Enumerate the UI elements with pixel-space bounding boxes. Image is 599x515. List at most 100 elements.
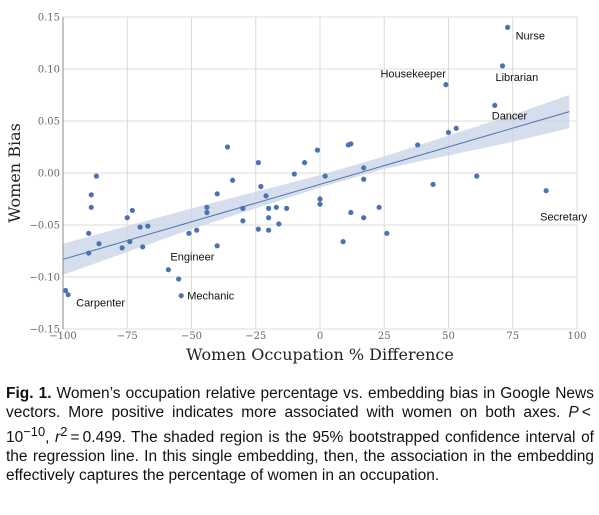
data-point-24: [194, 227, 200, 233]
data-point-53: [361, 165, 367, 171]
tick-labels: −100 −75 −50 −25 0 25 50 75 100 −0.15 −0.10 −0.05 0.…: [29, 13, 586, 343]
data-point-29: [224, 144, 231, 150]
data-point-56: [376, 204, 382, 210]
x-tick-label-4: 0: [317, 331, 323, 342]
stat-p: P: [568, 404, 579, 421]
y-tick-label-0: −0.15: [29, 325, 60, 336]
data-point-7: [165, 267, 171, 273]
y-tick-label-1: −0.10: [29, 273, 60, 284]
data-point-51: [348, 141, 354, 147]
data-point-3: [443, 82, 449, 88]
data-point-28: [214, 191, 220, 197]
stat-r: r: [55, 429, 61, 447]
point-label-housekeeper: Housekeeper: [380, 69, 446, 81]
y-tick-label-6: 0.15: [38, 13, 60, 24]
data-point-44: [301, 160, 308, 166]
data-point-43: [291, 171, 297, 177]
stat-r-rest: = 0.499: [67, 429, 122, 447]
data-point-25: [204, 209, 210, 216]
data-point-1: [499, 63, 506, 69]
data-point-16: [119, 245, 125, 251]
grid: [62, 16, 578, 330]
data-point-14: [86, 250, 92, 256]
data-point-34: [258, 183, 264, 190]
x-tick-label-7: 75: [506, 331, 519, 342]
data-point-9: [176, 276, 182, 282]
data-point-59: [430, 181, 436, 188]
x-tick-label-6: 50: [442, 331, 455, 342]
data-point-31: [240, 205, 246, 211]
stat-p-rest: < 10: [6, 404, 594, 447]
data-point-45: [314, 147, 321, 153]
data-point-61: [453, 125, 459, 131]
data-point-11: [88, 192, 94, 198]
data-point-27: [214, 243, 220, 249]
data-point-12: [88, 204, 94, 210]
data-point-58: [415, 142, 421, 148]
point-label-secretary: Secretary: [540, 212, 588, 224]
data-point-36: [263, 193, 269, 199]
data-point-18: [129, 207, 135, 214]
data-point-60: [445, 129, 452, 136]
data-point-40: [273, 204, 279, 210]
x-axis-label: Women Occupation % Difference: [186, 345, 454, 364]
data-point-62: [474, 173, 480, 179]
stat-p-exponent: −10: [23, 424, 46, 439]
data-point-23: [186, 230, 192, 236]
data-point-21: [127, 239, 133, 245]
data-point-10: [93, 173, 100, 179]
figure-number: Fig. 1.: [6, 385, 52, 402]
data-point-52: [348, 209, 354, 216]
data-point-0: [505, 24, 511, 30]
data-points: Nurse Librarian Dancer Housekeeper Secretary…: [62, 24, 588, 310]
data-point-6: [178, 293, 184, 299]
data-point-19: [137, 224, 143, 230]
point-label-dancer: Dancer: [492, 110, 528, 122]
x-tick-label-5: 25: [378, 331, 391, 342]
data-point-26: [204, 204, 210, 210]
stat-r-exponent: 2: [60, 424, 68, 439]
data-point-41: [276, 221, 282, 227]
data-point-4: [543, 188, 549, 194]
y-tick-label-4: 0.05: [38, 117, 60, 128]
data-point-17: [124, 215, 130, 221]
data-point-49: [340, 239, 346, 245]
x-tick-label-2: −50: [181, 331, 202, 342]
y-axis-label: Women Bias: [5, 123, 24, 223]
data-point-46: [317, 196, 323, 202]
point-label-carpenter: Carpenter: [76, 298, 125, 310]
data-point-5: [65, 292, 71, 298]
point-label-librarian: Librarian: [495, 72, 538, 84]
point-label-mechanic: Mechanic: [187, 291, 235, 303]
data-point-47: [317, 201, 323, 207]
data-point-32: [240, 218, 246, 224]
data-point-37: [266, 205, 272, 211]
stat-separator: ,: [45, 429, 56, 447]
data-point-2: [492, 102, 498, 108]
data-point-13: [86, 230, 92, 236]
figure-caption: Fig. 1. Women’s occupation relative perc…: [6, 384, 594, 485]
caption-text-2: . The shaded region is the 95% bootstrap…: [6, 429, 594, 485]
point-label-nurse: Nurse: [516, 30, 545, 42]
data-point-20: [145, 223, 151, 229]
data-point-48: [322, 173, 328, 179]
data-point-42: [283, 205, 290, 211]
data-point-33: [255, 160, 261, 166]
x-tick-label-1: −75: [117, 331, 138, 342]
data-point-54: [361, 176, 367, 182]
data-point-8: [62, 287, 69, 294]
x-tick-label-3: −25: [245, 331, 266, 342]
data-point-22: [140, 244, 146, 250]
x-tick-label-0: −100: [49, 331, 76, 342]
data-point-57: [384, 230, 390, 236]
data-point-30: [230, 177, 236, 183]
data-point-15: [96, 241, 102, 247]
data-point-38: [266, 215, 272, 221]
caption-text-1: Women’s occupation relative percentage v…: [6, 385, 594, 421]
point-label-engineer: Engineer: [170, 252, 214, 264]
y-tick-label-5: 0.10: [38, 65, 60, 76]
x-tick-label-8: 100: [567, 331, 586, 342]
data-point-39: [266, 227, 272, 233]
y-tick-label-2: −0.05: [29, 221, 60, 232]
data-point-55: [361, 215, 367, 221]
